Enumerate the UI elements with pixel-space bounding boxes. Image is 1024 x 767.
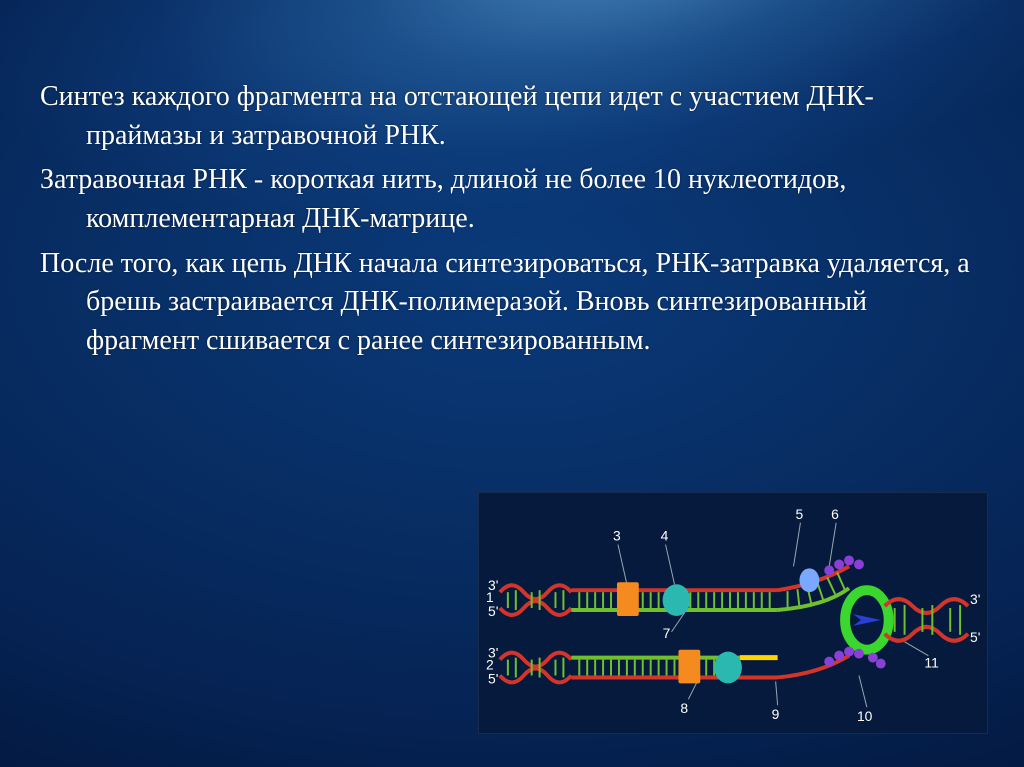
replication-fork-diagram: 3' 5' 3' 5' 3' 5' 1 2 3 4 5 6 7 8 9 10 1…: [478, 492, 988, 734]
sliding-clamp-bottom: [678, 650, 700, 684]
sliding-clamp-top: [617, 582, 639, 616]
end-label: 5': [488, 603, 498, 619]
diagram-label-9: 9: [772, 706, 780, 722]
helicase: [845, 590, 889, 650]
diagram-label-2: 2: [486, 657, 494, 673]
diagram-label-1: 1: [486, 589, 494, 605]
diagram-svg: 3' 5' 3' 5' 3' 5' 1 2 3 4 5 6 7 8 9 10 1…: [479, 493, 987, 733]
diagram-label-11: 11: [924, 655, 939, 671]
top-helix-tail: [500, 585, 571, 615]
paragraph-1: Синтез каждого фрагмента на отстающей це…: [40, 78, 984, 155]
diagram-label-8: 8: [680, 700, 688, 716]
end-label: 5': [970, 629, 980, 645]
end-label: 5': [488, 670, 498, 686]
end-label: 3': [970, 591, 980, 607]
diagram-label-5: 5: [795, 506, 803, 522]
diagram-label-6: 6: [831, 506, 839, 522]
diagram-label-7: 7: [663, 625, 671, 641]
bot-helix-tail: [500, 653, 571, 683]
polymerase-bottom: [714, 652, 742, 684]
diagram-label-4: 4: [661, 528, 669, 544]
primase: [799, 568, 819, 592]
slide-text-block: Синтез каждого фрагмента на отстающей це…: [40, 78, 984, 366]
paragraph-3: После того, как цепь ДНК начала синтезир…: [40, 245, 984, 361]
polymerase-top: [663, 584, 691, 616]
diagram-label-10: 10: [857, 708, 873, 724]
diagram-label-3: 3: [613, 528, 621, 544]
paragraph-2: Затравочная РНК - короткая нить, длиной …: [40, 161, 984, 238]
parent-helix-right: [885, 599, 968, 641]
